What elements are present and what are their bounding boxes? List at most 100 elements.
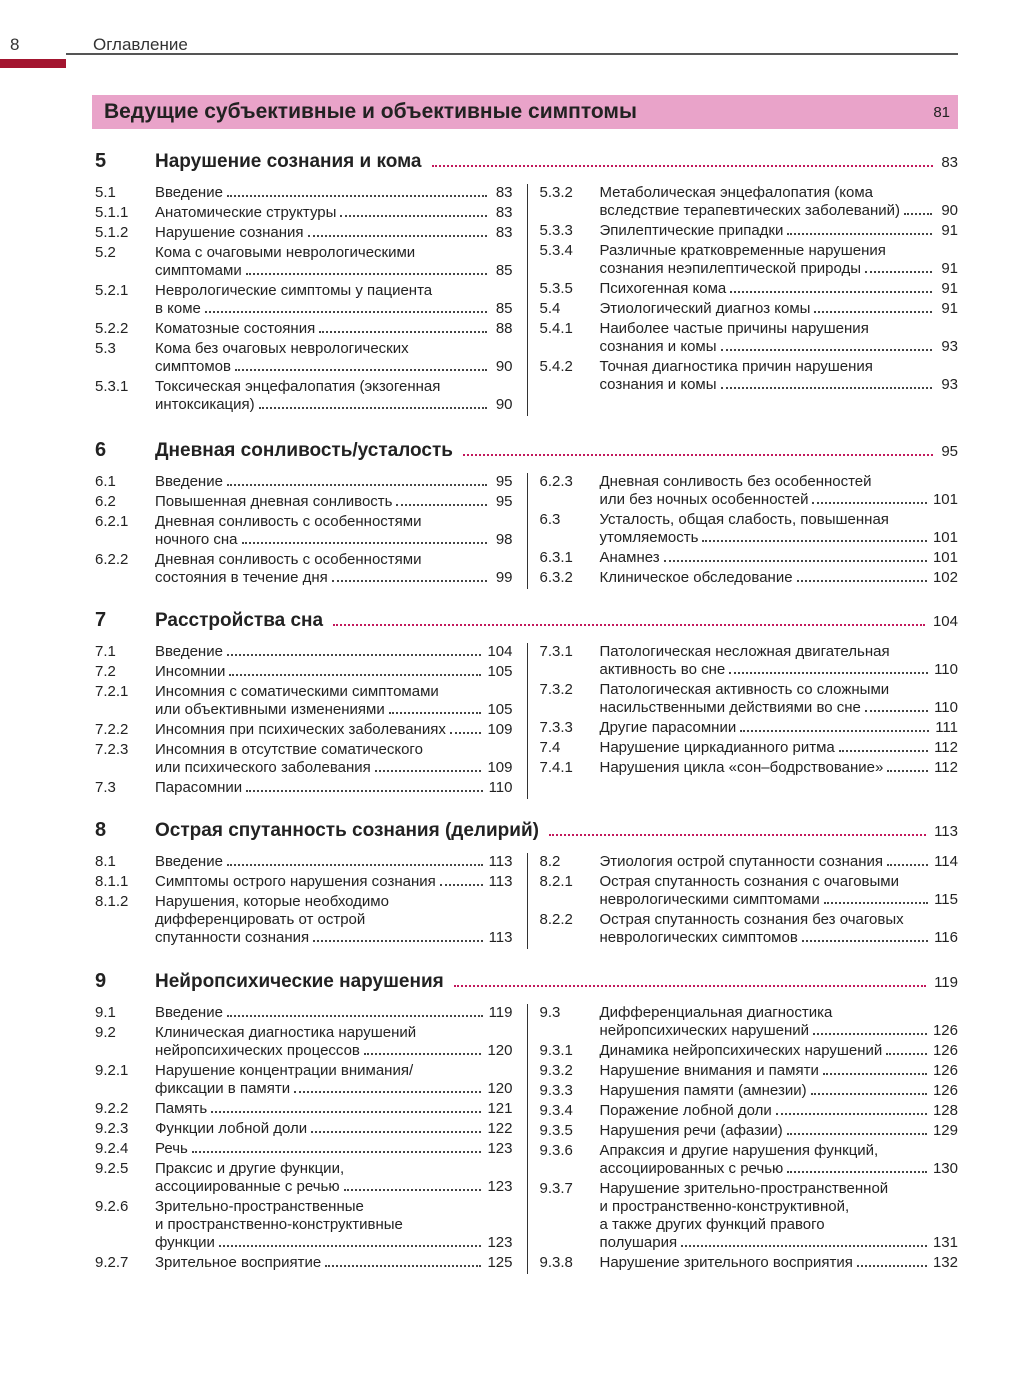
entry-page: 114 bbox=[934, 853, 958, 870]
toc-entry[interactable]: 9.3.7 Нарушение зрительно-пространственно… bbox=[540, 1180, 959, 1252]
toc-entry[interactable]: 8.1.2 Нарушения, которые необходимо диффер… bbox=[95, 893, 513, 947]
entry-number: 5.3.4 bbox=[539, 242, 573, 259]
chapter-heading[interactable]: 8 Острая спутанность сознания (делирий) 11… bbox=[95, 819, 958, 845]
toc-entry[interactable]: 6.3 Усталость, общая слабость, повышенная… bbox=[540, 511, 959, 547]
toc-columns: 7.1 Введение 104 7.2 Инсомнии 105 7.2.1 Инсомни… bbox=[95, 643, 958, 799]
entry-body: Психогенная кома 91 bbox=[600, 280, 959, 298]
toc-entry[interactable]: 5.2.1 Неврологические симптомы у пациента… bbox=[95, 282, 513, 318]
dot-leader bbox=[431, 165, 934, 167]
entry-number: 7.2.1 bbox=[95, 683, 129, 700]
entry-body: Токсическая энцефалопатия (экзогенная инт… bbox=[155, 378, 513, 414]
chapter-heading[interactable]: 5 Нарушение сознания и кома 83 bbox=[95, 150, 958, 176]
entry-body: Клиническое обследование 102 bbox=[600, 569, 959, 587]
dot-leader bbox=[325, 1265, 482, 1267]
dot-leader bbox=[363, 1053, 482, 1055]
toc-entry[interactable]: 9.3.4 Поражение лобной доли 128 bbox=[540, 1102, 959, 1120]
toc-entry[interactable]: 8.2.2 Острая спутанность сознания без оча… bbox=[540, 911, 959, 947]
toc-entry[interactable]: 7.3.2 Патологическая активность со сложны… bbox=[540, 681, 959, 717]
toc-entry[interactable]: 7.2.1 Инсомния с соматическими симптомами… bbox=[95, 683, 513, 719]
toc-entry[interactable]: 9.2.2 Память 121 bbox=[95, 1100, 513, 1118]
toc-entry[interactable]: 5.4.2 Точная диагностика причин нарушения… bbox=[540, 358, 959, 394]
toc-entry[interactable]: 5.3 Кома без очаговых неврологических симп… bbox=[95, 340, 513, 376]
toc-entry[interactable]: 7.1 Введение 104 bbox=[95, 643, 513, 661]
toc-entry[interactable]: 5.3.2 Метаболическая энцефалопатия (кома в… bbox=[540, 184, 959, 220]
running-title: Оглавление bbox=[93, 35, 188, 54]
toc-entry[interactable]: 6.3.1 Анамнез 101 bbox=[540, 549, 959, 567]
toc-entry[interactable]: 5.1.2 Нарушение сознания 83 bbox=[95, 224, 513, 242]
toc-entry[interactable]: 9.3.6 Апраксия и другие нарушения функций… bbox=[540, 1142, 959, 1178]
entry-last-line: симптомами 85 bbox=[155, 262, 513, 280]
toc-entry[interactable]: 9.2.7 Зрительное восприятие 125 bbox=[95, 1254, 513, 1272]
toc-entry[interactable]: 7.3.3 Другие парасомнии 111 bbox=[540, 719, 959, 737]
toc-entry[interactable]: 9.3.8 Нарушение зрительного восприятия 132 bbox=[540, 1254, 959, 1272]
toc-entry[interactable]: 9.2.3 Функции лобной доли 122 bbox=[95, 1120, 513, 1138]
chapter-heading[interactable]: 6 Дневная сонливость/усталость 95 bbox=[95, 439, 958, 465]
toc-entry[interactable]: 7.4 Нарушение циркадианного ритма 112 bbox=[540, 739, 959, 757]
toc-entry[interactable]: 6.2.3 Дневная сонливость без особенностей… bbox=[540, 473, 959, 509]
toc-entry[interactable]: 8.1 Введение 113 bbox=[95, 853, 513, 871]
toc-entry[interactable]: 7.2.3 Инсомния в отсутствие соматического… bbox=[95, 741, 513, 777]
entry-number: 8.1 bbox=[95, 853, 116, 870]
toc-entry[interactable]: 5.3.4 Различные кратковременные нарушения… bbox=[540, 242, 959, 278]
entry-page: 109 bbox=[487, 721, 513, 738]
toc-entry[interactable]: 9.2.5 Праксис и другие функции, ассоцииров… bbox=[95, 1160, 513, 1196]
entry-last-line: Симптомы острого нарушения сознания 113 bbox=[155, 873, 513, 891]
toc-entry[interactable]: 9.3.1 Динамика нейропсихических нарушений… bbox=[540, 1042, 959, 1060]
toc-entry[interactable]: 9.3.3 Нарушения памяти (амнезии) 126 bbox=[540, 1082, 959, 1100]
toc-entry[interactable]: 8.2.1 Острая спутанность сознания с очаго… bbox=[540, 873, 959, 909]
dot-leader bbox=[786, 1133, 927, 1135]
entry-number: 6.2.1 bbox=[95, 513, 129, 530]
toc-entry[interactable]: 9.1 Введение 119 bbox=[95, 1004, 513, 1022]
toc-entry[interactable]: 9.3.5 Нарушения речи (афазии) 129 bbox=[540, 1122, 959, 1140]
toc-entry[interactable]: 9.2.6 Зрительно-пространственные и простра… bbox=[95, 1198, 513, 1252]
dot-leader bbox=[258, 407, 487, 409]
toc-entry[interactable]: 8.1.1 Симптомы острого нарушения сознания… bbox=[95, 873, 513, 891]
dot-leader bbox=[374, 770, 482, 772]
dot-leader bbox=[245, 273, 487, 275]
entry-page: 126 bbox=[932, 1082, 958, 1099]
entry-page: 109 bbox=[487, 759, 513, 776]
toc-entry[interactable]: 5.2 Кома с очаговыми неврологическими симп… bbox=[95, 244, 513, 280]
toc-entry[interactable]: 6.1 Введение 95 bbox=[95, 473, 513, 491]
toc-entry[interactable]: 5.4.1 Наиболее частые причины нарушения со… bbox=[540, 320, 959, 356]
entry-title-line: симптомов bbox=[155, 358, 231, 375]
chapter-number: 6 bbox=[95, 439, 107, 461]
dot-leader bbox=[211, 1111, 482, 1113]
toc-entry[interactable]: 5.3.5 Психогенная кома 91 bbox=[540, 280, 959, 298]
entry-number: 9.3.1 bbox=[539, 1042, 573, 1059]
toc-entry[interactable]: 8.2 Этиология острой спутанности сознания… bbox=[540, 853, 959, 871]
toc-entry[interactable]: 6.3.2 Клиническое обследование 102 bbox=[540, 569, 959, 587]
toc-entry[interactable]: 9.2.4 Речь 123 bbox=[95, 1140, 513, 1158]
entry-body: Острая спутанность сознания без очаговых… bbox=[600, 911, 959, 947]
toc-entry[interactable]: 7.2.2 Инсомния при психических заболевани… bbox=[95, 721, 513, 739]
toc-entry[interactable]: 7.3 Парасомнии 110 bbox=[95, 779, 513, 797]
toc-entry[interactable]: 9.3.2 Нарушение внимания и памяти 126 bbox=[540, 1062, 959, 1080]
toc-entry[interactable]: 6.2.2 Дневная сонливость с особенностями с… bbox=[95, 551, 513, 587]
entry-last-line: Другие парасомнии 111 bbox=[600, 719, 959, 737]
toc-entry[interactable]: 9.2.1 Нарушение концентрации внимания/фик… bbox=[95, 1062, 513, 1098]
entry-number: 5.2.1 bbox=[95, 282, 129, 299]
toc-entry[interactable]: 9.2 Клиническая диагностика нарушений нейр… bbox=[95, 1024, 513, 1060]
entry-body: Этиологический диагноз комы 91 bbox=[600, 300, 959, 318]
toc-entry[interactable]: 9.3 Дифференциальная диагностика нейропсих… bbox=[540, 1004, 959, 1040]
toc-entry[interactable]: 6.2.1 Дневная сонливость с особенностями н… bbox=[95, 513, 513, 549]
dot-leader bbox=[702, 540, 927, 542]
toc-entry[interactable]: 5.4 Этиологический диагноз комы 91 bbox=[540, 300, 959, 318]
toc-entry[interactable]: 7.2 Инсомнии 105 bbox=[95, 663, 513, 681]
toc-entry[interactable]: 5.3.1 Токсическая энцефалопатия (экзогенн… bbox=[95, 378, 513, 414]
chapter-heading[interactable]: 9 Нейропсихические нарушения 119 bbox=[95, 970, 958, 996]
toc-entry[interactable]: 5.1.1 Анатомические структуры 83 bbox=[95, 204, 513, 222]
dot-leader bbox=[331, 580, 487, 582]
chapter-page: 104 bbox=[932, 613, 958, 630]
entry-title-line: Нарушение концентрации внимания/ bbox=[155, 1062, 414, 1079]
entry-page: 101 bbox=[932, 549, 958, 566]
toc-entry[interactable]: 5.2.2 Коматозные состояния 88 bbox=[95, 320, 513, 338]
toc-entry[interactable]: 7.4.1 Нарушения цикла «сон–бодрствование»… bbox=[540, 759, 959, 777]
entry-page: 122 bbox=[487, 1120, 513, 1137]
toc-entry[interactable]: 5.1 Введение 83 bbox=[95, 184, 513, 202]
toc-entry[interactable]: 6.2 Повышенная дневная сонливость 95 bbox=[95, 493, 513, 511]
entry-title-line: спутанности сознания bbox=[155, 929, 310, 946]
toc-entry[interactable]: 7.3.1 Патологическая несложная двигательн… bbox=[540, 643, 959, 679]
chapter-heading[interactable]: 7 Расстройства сна 104 bbox=[95, 609, 958, 635]
toc-entry[interactable]: 5.3.3 Эпилептические припадки 91 bbox=[540, 222, 959, 240]
